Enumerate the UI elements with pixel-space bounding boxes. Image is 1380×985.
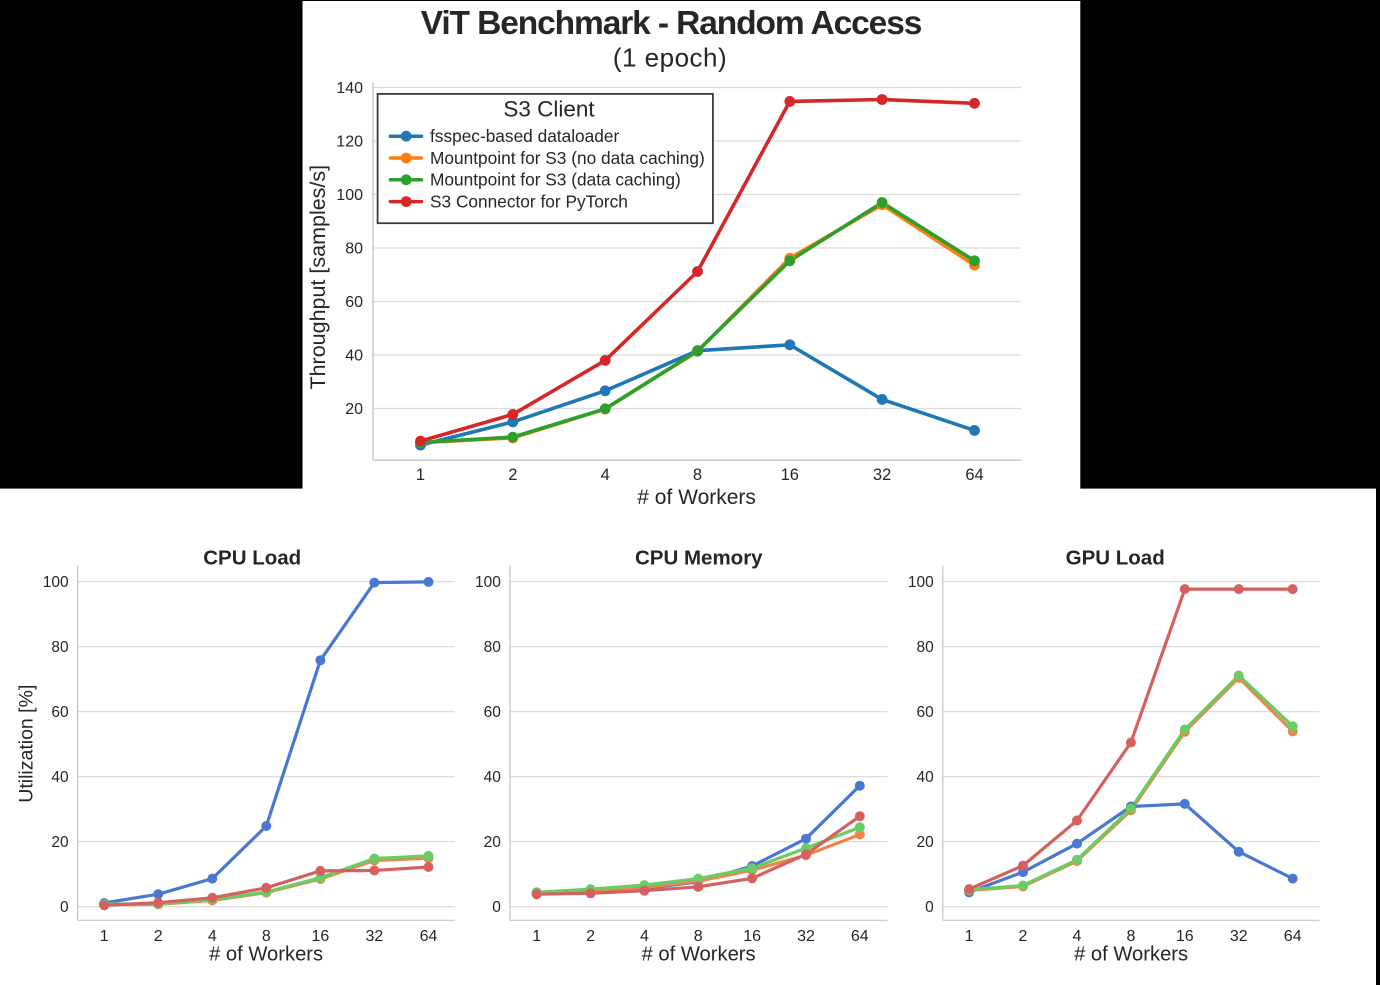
svg-text:100: 100 [908, 574, 934, 591]
svg-text:# of Workers: # of Workers [1074, 944, 1188, 966]
svg-text:140: 140 [336, 80, 363, 97]
svg-text:80: 80 [484, 639, 502, 656]
svg-text:0: 0 [492, 899, 501, 916]
svg-text:80: 80 [51, 639, 69, 656]
svg-text:2: 2 [154, 928, 163, 945]
svg-text:32: 32 [873, 466, 891, 484]
svg-text:2: 2 [586, 928, 595, 945]
svg-text:80: 80 [917, 639, 935, 656]
svg-text:64: 64 [851, 928, 869, 945]
svg-text:(1 epoch): (1 epoch) [613, 43, 727, 73]
svg-text:# of Workers: # of Workers [637, 486, 756, 509]
svg-text:32: 32 [366, 928, 384, 945]
svg-text:# of Workers: # of Workers [209, 944, 323, 966]
svg-text:1: 1 [416, 466, 425, 484]
svg-text:8: 8 [693, 466, 702, 484]
svg-text:S3 Connector for PyTorch: S3 Connector for PyTorch [430, 191, 628, 211]
svg-text:16: 16 [781, 466, 799, 484]
svg-text:100: 100 [43, 574, 69, 591]
svg-text:CPU Memory: CPU Memory [635, 547, 763, 570]
svg-text:4: 4 [640, 928, 649, 945]
svg-text:16: 16 [1176, 928, 1194, 945]
svg-text:100: 100 [336, 187, 363, 204]
svg-text:60: 60 [51, 704, 69, 721]
svg-text:60: 60 [484, 704, 502, 721]
svg-text:64: 64 [1284, 928, 1302, 945]
svg-text:8: 8 [262, 928, 271, 945]
svg-text:0: 0 [60, 899, 69, 916]
svg-text:20: 20 [917, 834, 935, 851]
svg-text:4: 4 [208, 928, 217, 945]
svg-text:4: 4 [1073, 928, 1082, 945]
svg-text:20: 20 [51, 834, 69, 851]
svg-text:32: 32 [797, 928, 815, 945]
svg-text:Mountpoint for S3 (no data cac: Mountpoint for S3 (no data caching) [430, 148, 705, 168]
svg-text:80: 80 [345, 241, 363, 258]
svg-text:ViT Benchmark - Random Access: ViT Benchmark - Random Access [421, 5, 922, 42]
svg-text:2: 2 [1019, 928, 1028, 945]
svg-text:120: 120 [336, 134, 363, 151]
svg-text:40: 40 [51, 769, 69, 786]
svg-text:2: 2 [508, 466, 517, 484]
svg-text:16: 16 [743, 928, 761, 945]
svg-text:GPU Load: GPU Load [1066, 547, 1165, 570]
svg-text:Mountpoint for S3 (data cachin: Mountpoint for S3 (data caching) [430, 170, 681, 190]
svg-text:S3 Client: S3 Client [503, 97, 595, 122]
svg-text:fsspec-based dataloader: fsspec-based dataloader [430, 126, 620, 146]
svg-text:60: 60 [917, 704, 935, 721]
svg-text:CPU Load: CPU Load [203, 547, 301, 570]
svg-text:Throughput [samples/s]: Throughput [samples/s] [306, 165, 330, 390]
svg-text:20: 20 [345, 401, 363, 418]
svg-text:4: 4 [601, 466, 610, 484]
svg-text:1: 1 [965, 928, 974, 945]
svg-text:64: 64 [420, 928, 438, 945]
svg-text:1: 1 [532, 928, 541, 945]
svg-text:20: 20 [484, 834, 502, 851]
svg-text:1: 1 [100, 928, 109, 945]
svg-text:16: 16 [312, 928, 330, 945]
svg-text:Utilization [%]: Utilization [%] [16, 685, 38, 803]
svg-text:100: 100 [475, 574, 501, 591]
svg-text:# of Workers: # of Workers [642, 944, 756, 966]
svg-text:8: 8 [1126, 928, 1135, 945]
svg-text:64: 64 [965, 466, 983, 484]
svg-text:40: 40 [917, 769, 935, 786]
svg-text:40: 40 [345, 348, 363, 365]
svg-text:40: 40 [484, 769, 502, 786]
svg-text:32: 32 [1230, 928, 1248, 945]
svg-text:0: 0 [925, 899, 934, 916]
svg-text:8: 8 [694, 928, 703, 945]
svg-text:60: 60 [345, 294, 363, 311]
